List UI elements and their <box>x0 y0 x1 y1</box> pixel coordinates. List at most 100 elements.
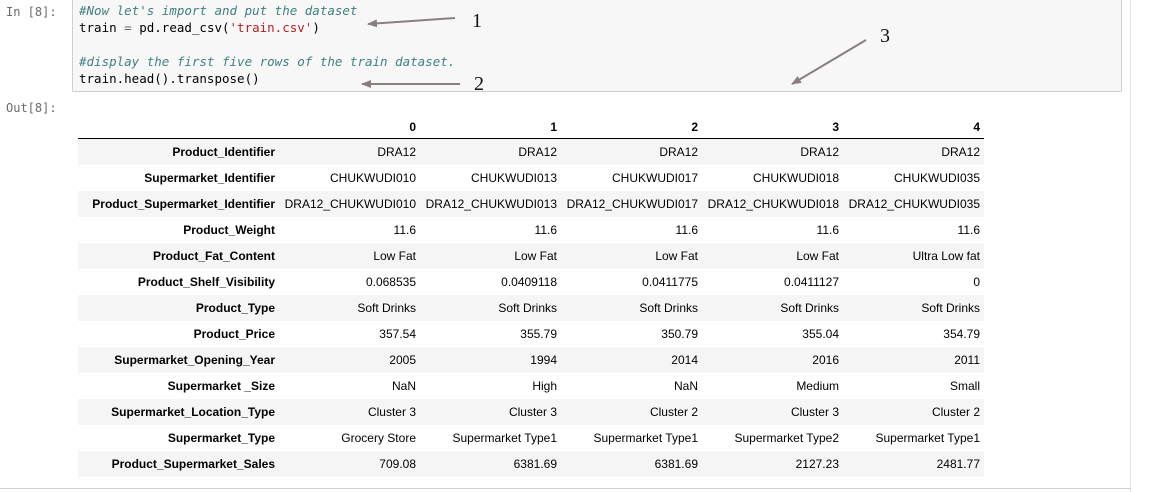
table-cell: Low Fat <box>655 249 698 263</box>
table-cell: DRA12 <box>941 145 980 159</box>
row-label: Supermarket_Identifier <box>144 171 275 185</box>
table-row: Supermarket_Type Grocery Store Supermarket… <box>78 425 984 451</box>
cell-bottom-divider <box>0 488 1130 489</box>
table-cell: Ultra Low fat <box>912 249 980 263</box>
table-cell: 6381.69 <box>654 457 698 471</box>
row-label: Supermarket_Opening_Year <box>114 353 275 367</box>
table-cell: 2016 <box>812 353 839 367</box>
table-row: Product_Weight 11.6 11.6 11.6 11.6 11.6 <box>78 217 984 243</box>
code-string-filename: 'train.csv' <box>229 20 313 35</box>
table-cell: Small <box>949 379 980 393</box>
table-cell: Supermarket Type1 <box>875 431 980 445</box>
table-row: Supermarket_Identifier CHUKWUDI010 CHUKWUD… <box>78 165 984 191</box>
table-row: Product_Fat_Content Low Fat Low Fat Low Fat… <box>78 243 984 269</box>
table-cell: 6381.69 <box>513 457 557 471</box>
code-close-paren: ) <box>312 20 320 35</box>
table-cell: CHUKWUDI017 <box>611 171 698 185</box>
table-cell: NaN <box>673 379 698 393</box>
table-cell: CHUKWUDI013 <box>470 171 557 185</box>
table-cell: CHUKWUDI035 <box>893 171 980 185</box>
table-cell: 11.6 <box>675 223 698 237</box>
table-index-header <box>78 115 279 139</box>
table-header-row: 0 1 2 3 4 <box>78 115 984 139</box>
table-cell: Cluster 3 <box>508 405 557 419</box>
code-read-csv-call: pd.read_csv( <box>139 20 230 35</box>
row-label: Product_Price <box>193 327 275 341</box>
table-cell: 11.6 <box>534 223 557 237</box>
table-row: Product_Shelf_Visibility 0.068535 0.040911… <box>78 269 984 295</box>
table-cell: DRA12_CHUKWUDI017 <box>566 197 698 211</box>
row-label: Product_Weight <box>183 223 275 237</box>
table-cell: Low Fat <box>514 249 557 263</box>
table-cell: Soft Drinks <box>357 301 416 315</box>
table-cell: 2127.23 <box>795 457 839 471</box>
table-cell: NaN <box>391 379 416 393</box>
table-cell: 354.79 <box>943 327 980 341</box>
column-header: 4 <box>843 115 984 139</box>
table-cell: Medium <box>796 379 839 393</box>
column-header: 3 <box>702 115 843 139</box>
row-label: Product_Supermarket_Identifier <box>92 197 275 211</box>
code-assign-op: = <box>116 20 140 35</box>
table-cell: Cluster 2 <box>649 405 698 419</box>
table-cell: 11.6 <box>957 223 980 237</box>
table-cell: Low Fat <box>373 249 416 263</box>
table-cell: 2005 <box>389 353 416 367</box>
row-label: Product_Fat_Content <box>152 249 275 263</box>
table-cell: DRA12_CHUKWUDI018 <box>707 197 839 211</box>
table-cell: 0.0409118 <box>501 275 557 289</box>
row-label: Product_Shelf_Visibility <box>137 275 275 289</box>
table-cell: 355.04 <box>802 327 839 341</box>
code-var-train: train <box>79 20 117 35</box>
table-cell: High <box>532 379 557 393</box>
table-cell: 350.79 <box>661 327 698 341</box>
table-cell: 11.6 <box>816 223 839 237</box>
table-cell: Cluster 2 <box>931 405 980 419</box>
row-label: Supermarket_Type <box>167 431 275 445</box>
table-cell: 1994 <box>530 353 557 367</box>
code-head-transpose-line: train.head().transpose() <box>79 71 260 86</box>
table-cell: 11.6 <box>393 223 416 237</box>
table-row: Supermarket _Size NaN High NaN Medium Small <box>78 373 984 399</box>
table-cell: DRA12 <box>800 145 839 159</box>
table-cell: Cluster 3 <box>367 405 416 419</box>
table-cell: 357.54 <box>379 327 416 341</box>
table-cell: Soft Drinks <box>498 301 557 315</box>
code-comment-display: #display the first five rows of the trai… <box>79 54 456 69</box>
table-cell: Grocery Store <box>341 431 416 445</box>
row-label: Supermarket _Size <box>167 379 275 393</box>
row-label: Product_Identifier <box>172 145 275 159</box>
table-cell: DRA12 <box>518 145 557 159</box>
table-cell: 2011 <box>954 353 980 367</box>
table-cell: DRA12_CHUKWUDI035 <box>848 197 980 211</box>
table-row: Product_Supermarket_Identifier DRA12_CHUK… <box>78 191 984 217</box>
column-header: 1 <box>420 115 561 139</box>
table-cell: Soft Drinks <box>780 301 839 315</box>
output-prompt: Out[8]: <box>6 101 57 115</box>
table-cell: 0.0411127 <box>784 275 839 289</box>
table-cell: Supermarket Type1 <box>452 431 557 445</box>
table-row: Supermarket_Opening_Year 2005 1994 2014 2016… <box>78 347 984 373</box>
table-cell: 2014 <box>671 353 698 367</box>
row-label: Product_Supermarket_Sales <box>111 457 275 471</box>
table-row: Product_Price 357.54 355.79 350.79 355.04 354… <box>78 321 984 347</box>
dataframe-output-table: 0 1 2 3 4 Product_Identifier DRA12 DRA12 DR… <box>78 115 984 477</box>
code-comment-import: #Now let's import and put the dataset <box>79 3 358 18</box>
table-cell: 0.068535 <box>365 275 416 289</box>
column-header: 2 <box>561 115 702 139</box>
table-cell: 355.79 <box>520 327 557 341</box>
table-row: Product_Type Soft Drinks Soft Drinks Soft D… <box>78 295 984 321</box>
input-prompt: In [8]: <box>6 5 57 19</box>
table-cell: Cluster 3 <box>790 405 839 419</box>
table-cell: CHUKWUDI010 <box>329 171 416 185</box>
table-cell: DRA12_CHUKWUDI013 <box>425 197 557 211</box>
code-input-cell[interactable]: #Now let's import and put the dataset tr… <box>72 0 1122 92</box>
table-cell: 709.08 <box>379 457 416 471</box>
table-cell: DRA12 <box>659 145 698 159</box>
table-cell: Soft Drinks <box>921 301 980 315</box>
row-label: Product_Type <box>195 301 275 315</box>
row-label: Supermarket_Location_Type <box>111 405 275 419</box>
table-cell: 0.0411775 <box>642 275 698 289</box>
table-row: Product_Supermarket_Sales 709.08 6381.69 63… <box>78 451 984 477</box>
table-cell: DRA12_CHUKWUDI010 <box>284 197 416 211</box>
